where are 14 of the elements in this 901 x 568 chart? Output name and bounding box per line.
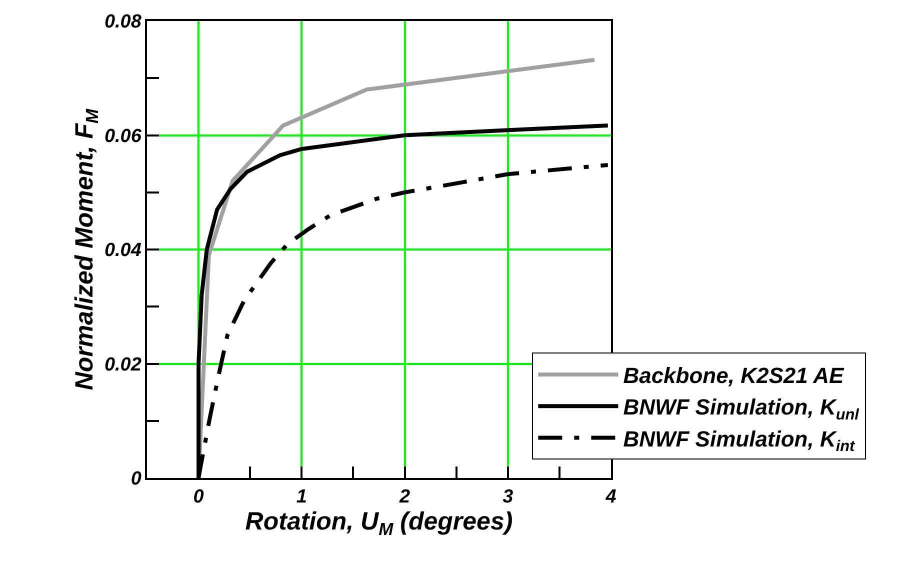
legend-label: BNWF Simulation, K$_{int}$ (623, 426, 856, 455)
x-axis-title: Rotation, U$_{M}$ (degrees) (245, 508, 513, 539)
y-tick-label: 0.04 (104, 240, 142, 262)
x-tick-label: 2 (398, 486, 410, 508)
x-tick-label: 3 (502, 486, 514, 508)
y-tick-label: 0.02 (104, 354, 142, 376)
y-tick-label: 0 (130, 468, 142, 490)
y-tick-label: 0.06 (104, 126, 142, 147)
legend-label: Backbone, K2S21 AE (623, 363, 846, 388)
x-tick-label: 1 (296, 486, 307, 508)
legend-label: BNWF Simulation, K$_{unl}$ (623, 394, 860, 424)
y-tick-label: 0.08 (104, 12, 142, 33)
x-tick-label: 4 (604, 486, 617, 508)
x-tick-label: 0 (193, 486, 204, 508)
